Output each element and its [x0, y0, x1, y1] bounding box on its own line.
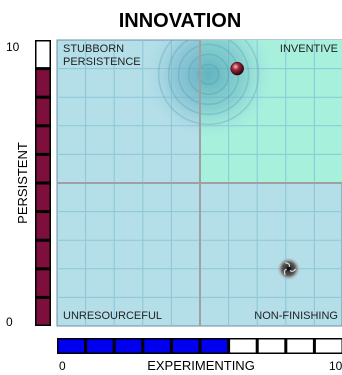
x-bar-segment: [172, 339, 199, 353]
x-bar-segment: [258, 339, 285, 353]
x-bar-segment: [287, 339, 313, 353]
density-cloud-ring: [197, 63, 220, 86]
y-bar-segment: [36, 270, 50, 296]
x-bar-segment: [58, 339, 85, 353]
y-bar-segment: [36, 213, 50, 239]
y-axis-label: PERSISTENT: [15, 142, 30, 224]
y-tick-min: 0: [6, 315, 13, 329]
quadrant-label-bottom-right: NON-FINISHING: [254, 310, 338, 322]
y-bar-segment: [36, 241, 50, 268]
x-level-bar: [57, 338, 342, 354]
y-bar-segment: [36, 298, 50, 325]
x-axis-label: EXPERIMENTING: [147, 358, 255, 373]
data-point-swirl: [277, 257, 300, 280]
x-tick-max: 10: [329, 359, 342, 373]
x-tick-min: 0: [59, 359, 66, 373]
swirl-core: [286, 266, 291, 271]
y-bar-segment: [36, 155, 50, 182]
density-cloud-ring: [187, 53, 230, 96]
x-bar-segment: [315, 339, 342, 353]
density-cloud-ring: [167, 40, 250, 116]
density-cloud-ring: [157, 40, 260, 126]
quadrant-label-top-left-line2: PERSISTENCE: [63, 56, 141, 68]
y-bar-segment: [36, 127, 50, 153]
y-bar-segment: [36, 70, 50, 96]
quadrant-label-top-left-line1: STUBBORN: [63, 43, 124, 55]
x-bar-segment: [201, 339, 228, 353]
data-points: [230, 61, 300, 280]
y-bar-segment: [36, 184, 50, 211]
quadrant-label-bottom-left: UNRESOURCEFUL: [63, 310, 162, 322]
y-bar-segment: [36, 98, 50, 125]
y-bar-segment: [36, 41, 50, 68]
x-bar-segment: [230, 339, 256, 353]
x-bar-segment: [87, 339, 113, 353]
chart-title: INNOVATION: [119, 10, 242, 32]
x-bar-segment: [144, 339, 170, 353]
data-point-ball: [230, 61, 244, 76]
quadrant-label-top-right: INVENTIVE: [280, 43, 338, 55]
plot-area: STUBBORN PERSISTENCE INVENTIVE UNRESOURC…: [56, 39, 342, 327]
x-bar-segment: [115, 339, 142, 353]
y-tick-max: 10: [6, 40, 20, 54]
y-level-bar: [35, 40, 51, 326]
